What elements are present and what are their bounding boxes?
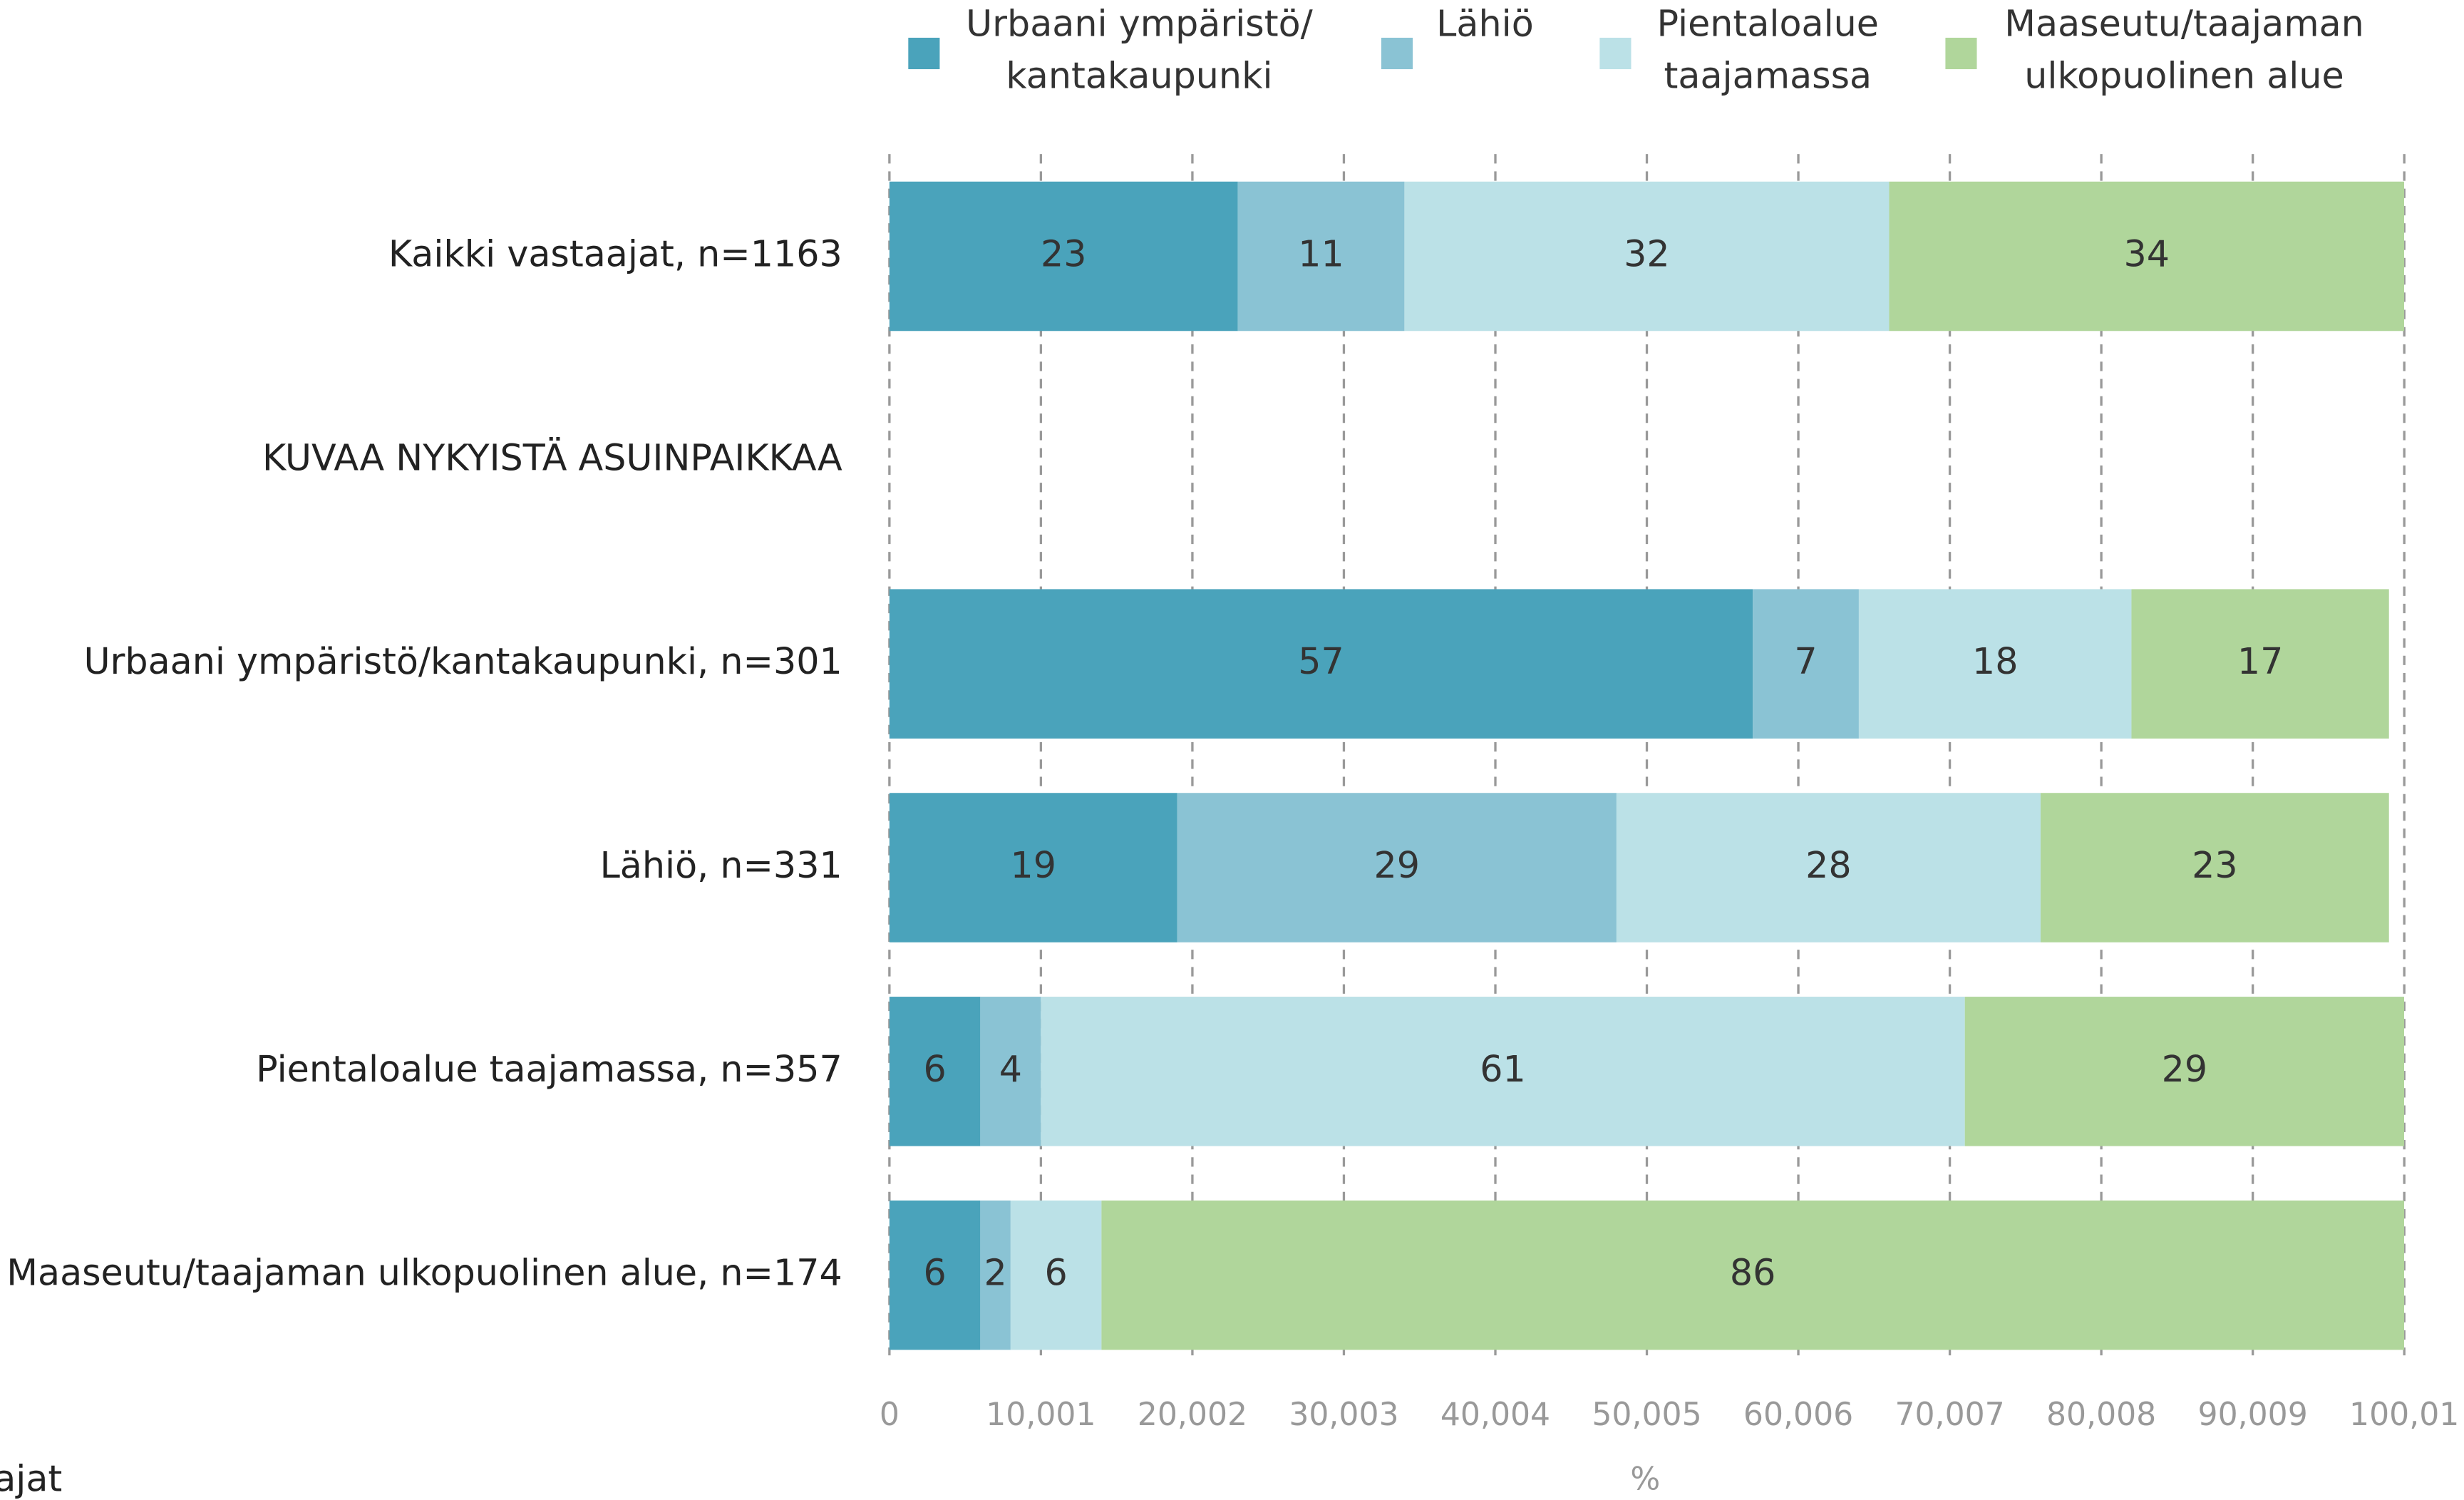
x-tick-label: 70,007 (1895, 1397, 2004, 1433)
data-label: 61 (1480, 1048, 1526, 1090)
x-tick-label: 100,01 (2349, 1397, 2459, 1433)
legend-swatch (1381, 37, 1413, 70)
x-tick-label: 10,001 (986, 1397, 1096, 1433)
annotation: ajat (0, 1458, 62, 1500)
data-label: 11 (1298, 232, 1344, 274)
bar-segment (1101, 1200, 2404, 1350)
data-label: 18 (1972, 640, 2019, 682)
bar-segment (1889, 181, 2404, 332)
x-tick-label: 20,002 (1138, 1397, 1247, 1433)
data-label: 23 (1041, 232, 1087, 274)
bar-segment (889, 1200, 981, 1350)
y-tick-label: Maaseutu/taajaman ulkopuolinen alue, n=1… (6, 1252, 842, 1294)
bar-segment (2131, 589, 2389, 739)
x-tick-label: 0 (880, 1397, 899, 1433)
bar-segment (1041, 997, 1965, 1146)
bar-segment (889, 793, 1177, 942)
x-tick-label: 30,003 (1289, 1397, 1398, 1433)
bar-segment (1616, 793, 2041, 942)
data-label: 34 (2123, 232, 2170, 274)
bar-segment (1964, 997, 2404, 1146)
bar-segment (889, 997, 981, 1146)
bar-segment (2040, 793, 2389, 942)
y-tick-label: Urbaani ympäristö/kantakaupunki, n=301 (83, 640, 842, 682)
bar-segment (980, 997, 1041, 1146)
legend-swatch (1599, 37, 1632, 70)
bar-segment (889, 181, 1238, 332)
bar-segment (1858, 589, 2132, 739)
bar-segment (889, 589, 1753, 739)
data-label: 17 (2237, 640, 2284, 682)
y-tick-label: Pientaloalue taajamassa, n=357 (256, 1048, 842, 1090)
legend-label: Lähiö (1436, 4, 1534, 46)
x-axis-label: % (1630, 1462, 1660, 1498)
data-label: 32 (1624, 232, 1670, 274)
data-label: 6 (923, 1252, 946, 1294)
data-label: 2 (984, 1252, 1006, 1294)
bar-segment (1753, 589, 1859, 739)
data-label: 57 (1298, 640, 1344, 682)
data-label: 28 (1805, 844, 1852, 886)
y-tick-label: KUVAA NYKYISTÄ ASUINPAIKKAA (262, 436, 842, 478)
x-tick-label: 60,006 (1743, 1397, 1853, 1433)
legend-swatch (908, 37, 940, 70)
data-label: 6 (1044, 1252, 1067, 1294)
data-label: 23 (2192, 844, 2238, 886)
y-tick-label: Kaikki vastaajat, n=1163 (388, 232, 842, 274)
legend-label: Urbaani ympäristö/ kantakaupunki (966, 4, 1313, 98)
data-label: 6 (923, 1048, 946, 1090)
bar-segment (1177, 793, 1617, 942)
x-tick-label: 90,009 (2198, 1397, 2308, 1433)
data-label: 29 (2162, 1048, 2208, 1090)
legend-label: Maaseutu/taajaman ulkopuolinen alue (2004, 4, 2364, 98)
y-tick-label: Lähiö, n=331 (600, 844, 842, 886)
bar-segment (1237, 181, 1405, 332)
bar-segment (1404, 181, 1890, 332)
legend-label: Pientaloalue taajamassa (1656, 4, 1880, 98)
x-tick-label: 80,008 (2046, 1397, 2156, 1433)
bar-segment (1010, 1200, 1102, 1350)
bar-segment (980, 1200, 1011, 1350)
x-tick-label: 40,004 (1440, 1397, 1550, 1433)
legend-swatch (1945, 37, 1977, 70)
data-label: 7 (1794, 640, 1817, 682)
data-label: 29 (1374, 844, 1421, 886)
data-label: 86 (1730, 1252, 1776, 1294)
data-label: 19 (1010, 844, 1056, 886)
data-label: 4 (999, 1048, 1022, 1090)
x-tick-label: 50,005 (1592, 1397, 1701, 1433)
